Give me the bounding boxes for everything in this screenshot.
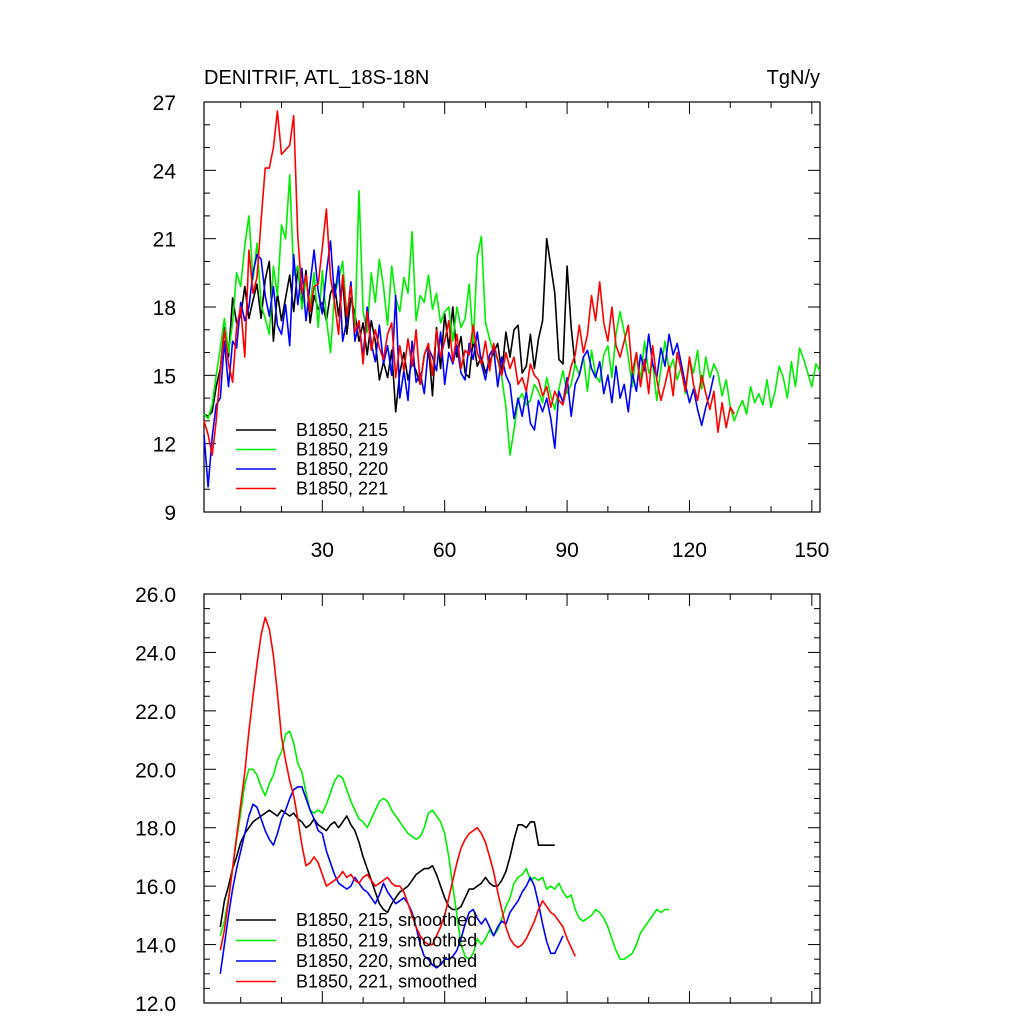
series-line-b1850-221 [203, 110, 735, 456]
legend-label: B1850, 221, smoothed [296, 972, 477, 992]
series-line-b1850-221-smoothed [219, 616, 576, 957]
series-line-b1850-215-smoothed [219, 809, 555, 928]
legend-label: B1850, 215 [296, 420, 388, 440]
chart-title: DENITRIF, ATL_18S-18N [204, 67, 429, 89]
legend-label: B1850, 219, smoothed [296, 931, 477, 951]
y-tick-label: 27 [153, 92, 176, 115]
x-tick-label: 90 [555, 539, 578, 562]
y-tick-label: 15 [153, 365, 176, 388]
y-tick-label: 21 [153, 229, 176, 252]
series-line-b1850-220 [203, 240, 715, 488]
y-tick-label: 20.0 [135, 759, 176, 782]
x-tick-label: 30 [311, 539, 334, 562]
legend-label: B1850, 219 [296, 440, 388, 460]
y-tick-label: 18 [153, 297, 176, 320]
y-tick-label: 26.0 [135, 584, 176, 607]
x-tick-label: 60 [433, 539, 456, 562]
legend-label: B1850, 215, smoothed [296, 910, 477, 930]
series-line-b1850-219-smoothed [219, 730, 670, 961]
top-panel: DENITRIF, ATL_18S-18N TgN/y 9 12 15 18 21 24 2… [153, 67, 830, 562]
y-tick-label: 18.0 [135, 818, 176, 841]
legend-label: B1850, 220, smoothed [296, 951, 477, 971]
bottom-panel: 12.0 14.0 16.0 18.0 20.0 22.0 24.0 26.0 B1850, 2… [135, 584, 821, 1016]
y-tick-label: 24.0 [135, 642, 176, 665]
legend-label: B1850, 221 [296, 479, 388, 499]
y-tick-label: 24 [153, 160, 177, 183]
y-tick-label: 12 [153, 434, 176, 457]
x-tick-label: 150 [794, 539, 829, 562]
legend-label: B1850, 220 [296, 459, 388, 479]
y-tick-label: 14.0 [135, 935, 176, 958]
chart-units: TgN/y [767, 67, 820, 89]
y-tick-label: 12.0 [135, 993, 176, 1016]
y-tick-label: 9 [164, 502, 176, 525]
y-tick-label: 16.0 [135, 876, 176, 899]
x-tick-label: 120 [672, 539, 707, 562]
y-tick-label: 22.0 [135, 701, 176, 724]
